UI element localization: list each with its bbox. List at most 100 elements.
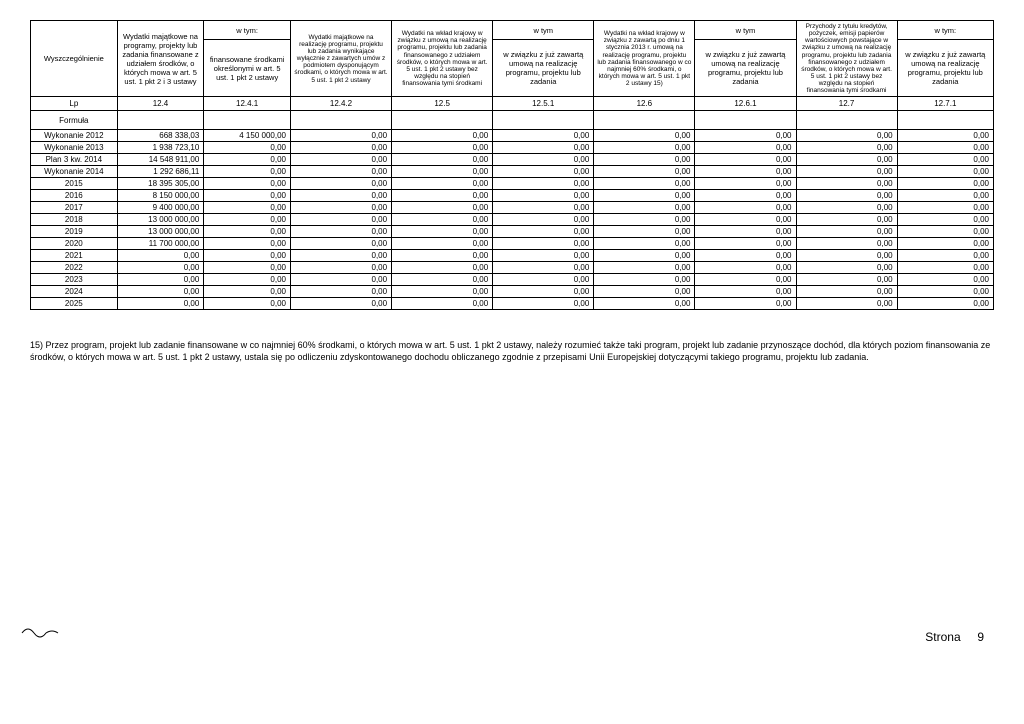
cell-value: 0,00 bbox=[695, 178, 796, 190]
cell-value: 18 395 305,00 bbox=[117, 178, 204, 190]
cell-value: 0,00 bbox=[594, 190, 695, 202]
cell-value: 0,00 bbox=[897, 202, 993, 214]
header-h3: finansowane środkami określonymi w art. … bbox=[204, 40, 291, 97]
table-row: Wykonanie 20131 938 723,100,000,000,000,… bbox=[31, 142, 994, 154]
cell-value: 0,00 bbox=[290, 202, 391, 214]
footnote: 15) Przez program, projekt lub zadanie f… bbox=[30, 340, 994, 363]
row-label: 2017 bbox=[31, 202, 118, 214]
cell-value: 0,00 bbox=[493, 298, 594, 310]
cell-value: 0,00 bbox=[493, 178, 594, 190]
cell-value: 0,00 bbox=[290, 142, 391, 154]
cell-value: 0,00 bbox=[493, 190, 594, 202]
cell-value: 1 292 686,11 bbox=[117, 166, 204, 178]
cell-value: 0,00 bbox=[493, 274, 594, 286]
cell-value: 0,00 bbox=[695, 130, 796, 142]
header-wtym: w tym: bbox=[204, 21, 291, 40]
cell-value: 0,00 bbox=[897, 154, 993, 166]
cell-value: 0,00 bbox=[695, 202, 796, 214]
cell-value: 0,00 bbox=[594, 178, 695, 190]
cell-value: 0,00 bbox=[493, 238, 594, 250]
cell-value: 0,00 bbox=[897, 226, 993, 238]
header-h10: w związku z już zawartą umową na realiza… bbox=[897, 40, 993, 97]
row-label: 2025 bbox=[31, 298, 118, 310]
cell-value: 9 400 000,00 bbox=[117, 202, 204, 214]
header-h7: Wydatki na wkład krajowy w związku z zaw… bbox=[594, 21, 695, 97]
cell-value: 0,00 bbox=[594, 154, 695, 166]
cell-value: 0,00 bbox=[897, 262, 993, 274]
cell-value: 0,00 bbox=[290, 274, 391, 286]
page-number: 9 bbox=[977, 630, 984, 644]
cell-value: 0,00 bbox=[204, 166, 291, 178]
cell-value: 1 938 723,10 bbox=[117, 142, 204, 154]
financial-table: Wyszczególnienie Wydatki majątkowe na pr… bbox=[30, 20, 994, 310]
row-label: 2022 bbox=[31, 262, 118, 274]
cell-value: 0,00 bbox=[117, 298, 204, 310]
cell-value: 0,00 bbox=[290, 238, 391, 250]
signature-squiggle bbox=[20, 623, 60, 644]
cell-value: 0,00 bbox=[204, 142, 291, 154]
header-h2: Wydatki majątkowe na programy, projekty … bbox=[117, 21, 204, 97]
header-h5: Wydatki na wkład krajowy w związku z umo… bbox=[392, 21, 493, 97]
cell-value: 0,00 bbox=[796, 166, 897, 178]
cell-value: 0,00 bbox=[392, 214, 493, 226]
cell-value: 0,00 bbox=[290, 130, 391, 142]
header-h4: Wydatki majątkowe na realizację programu… bbox=[290, 21, 391, 97]
cell-value: 0,00 bbox=[594, 226, 695, 238]
cell-value: 668 338,03 bbox=[117, 130, 204, 142]
cell-value: 0,00 bbox=[897, 178, 993, 190]
table-row: Plan 3 kw. 201414 548 911,000,000,000,00… bbox=[31, 154, 994, 166]
table-row: Wykonanie 2012668 338,034 150 000,000,00… bbox=[31, 130, 994, 142]
cell-value: 0,00 bbox=[204, 286, 291, 298]
table-row: 201813 000 000,000,000,000,000,000,000,0… bbox=[31, 214, 994, 226]
cell-value: 0,00 bbox=[290, 178, 391, 190]
lp-c9: 12.7 bbox=[796, 97, 897, 111]
table-row: 20168 150 000,000,000,000,000,000,000,00… bbox=[31, 190, 994, 202]
cell-value: 0,00 bbox=[897, 274, 993, 286]
lp-c10: 12.7.1 bbox=[897, 97, 993, 111]
cell-value: 0,00 bbox=[695, 214, 796, 226]
cell-value: 8 150 000,00 bbox=[117, 190, 204, 202]
cell-value: 0,00 bbox=[392, 262, 493, 274]
cell-value: 0,00 bbox=[493, 214, 594, 226]
cell-value: 0,00 bbox=[796, 190, 897, 202]
cell-value: 0,00 bbox=[796, 274, 897, 286]
cell-value: 0,00 bbox=[204, 202, 291, 214]
row-label: 2018 bbox=[31, 214, 118, 226]
cell-value: 0,00 bbox=[594, 130, 695, 142]
cell-value: 0,00 bbox=[290, 154, 391, 166]
cell-value: 0,00 bbox=[204, 250, 291, 262]
cell-value: 0,00 bbox=[695, 190, 796, 202]
cell-value: 0,00 bbox=[594, 142, 695, 154]
lp-c4: 12.4.2 bbox=[290, 97, 391, 111]
cell-value: 0,00 bbox=[392, 250, 493, 262]
cell-value: 0,00 bbox=[796, 142, 897, 154]
cell-value: 0,00 bbox=[695, 262, 796, 274]
cell-value: 0,00 bbox=[897, 286, 993, 298]
cell-value: 0,00 bbox=[392, 166, 493, 178]
cell-value: 11 700 000,00 bbox=[117, 238, 204, 250]
lp-c5: 12.5 bbox=[392, 97, 493, 111]
cell-value: 0,00 bbox=[392, 142, 493, 154]
cell-value: 0,00 bbox=[594, 238, 695, 250]
header-wysz: Wyszczególnienie bbox=[31, 21, 118, 97]
table-row: 202011 700 000,000,000,000,000,000,000,0… bbox=[31, 238, 994, 250]
row-label: 2023 bbox=[31, 274, 118, 286]
cell-value: 0,00 bbox=[204, 190, 291, 202]
cell-value: 0,00 bbox=[290, 250, 391, 262]
cell-value: 0,00 bbox=[594, 286, 695, 298]
cell-value: 0,00 bbox=[594, 298, 695, 310]
cell-value: 0,00 bbox=[290, 226, 391, 238]
cell-value: 0,00 bbox=[290, 286, 391, 298]
cell-value: 0,00 bbox=[594, 202, 695, 214]
cell-value: 0,00 bbox=[117, 262, 204, 274]
cell-value: 0,00 bbox=[897, 142, 993, 154]
cell-value: 0,00 bbox=[897, 214, 993, 226]
header-wtym4: w tym: bbox=[897, 21, 993, 40]
cell-value: 0,00 bbox=[796, 250, 897, 262]
cell-value: 0,00 bbox=[493, 262, 594, 274]
cell-value: 0,00 bbox=[204, 238, 291, 250]
cell-value: 0,00 bbox=[695, 250, 796, 262]
cell-value: 0,00 bbox=[796, 262, 897, 274]
row-label: 2015 bbox=[31, 178, 118, 190]
cell-value: 0,00 bbox=[695, 226, 796, 238]
